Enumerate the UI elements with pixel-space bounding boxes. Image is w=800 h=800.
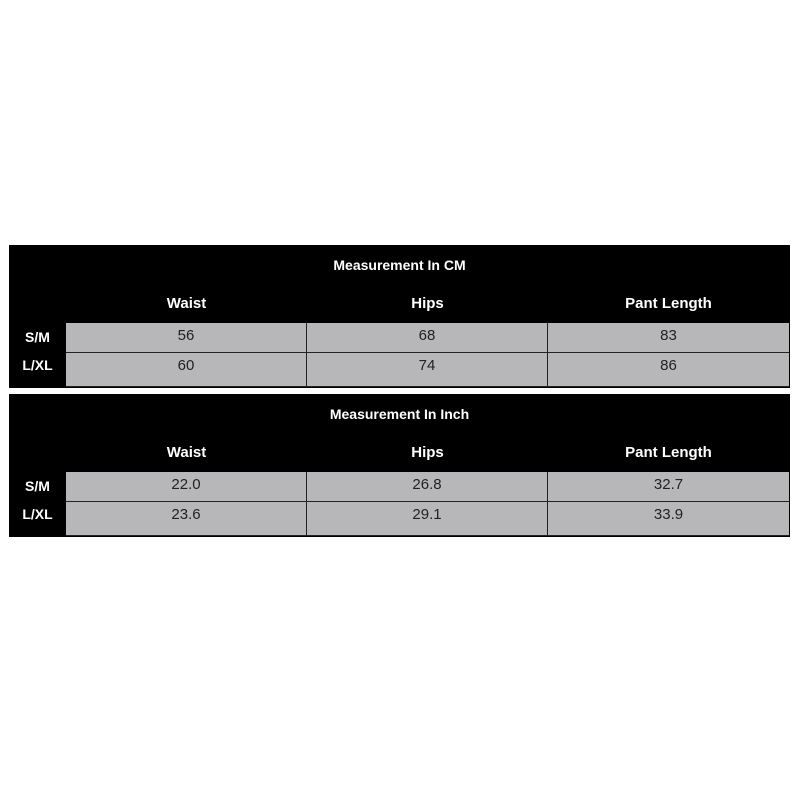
row-label: L/XL — [22, 357, 53, 373]
column-header-waist: Waist — [166, 444, 207, 461]
row-label: L/XL — [22, 506, 53, 522]
table-cell: 26.8 — [307, 472, 548, 502]
table-cell: 56 — [66, 323, 307, 353]
table-cell: 74 — [307, 353, 548, 387]
table-cell: 22.0 — [66, 472, 307, 502]
table-cell: 23.6 — [66, 502, 307, 536]
table-cell: 29.1 — [307, 502, 548, 536]
size-table-inch: Measurement In Inch Waist Hips Pant Leng… — [9, 394, 790, 537]
table-title: Measurement In CM — [333, 257, 466, 273]
table-title: Measurement In Inch — [329, 406, 470, 422]
column-header-hips: Hips — [411, 444, 444, 461]
size-table-cm: Measurement In CM Waist Hips Pant Length… — [9, 245, 790, 388]
table-cell: 33.9 — [548, 502, 789, 536]
row-label: S/M — [25, 478, 50, 494]
table-cell: 68 — [307, 323, 548, 353]
table-cell: 32.7 — [548, 472, 789, 502]
column-header-pant-length: Pant Length — [625, 444, 712, 461]
column-header-pant-length: Pant Length — [625, 295, 712, 312]
table-cell: 83 — [548, 323, 789, 353]
row-label: S/M — [25, 329, 50, 345]
table-cell: 86 — [548, 353, 789, 387]
column-header-waist: Waist — [166, 295, 207, 312]
column-header-hips: Hips — [411, 295, 444, 312]
table-cell: 60 — [66, 353, 307, 387]
